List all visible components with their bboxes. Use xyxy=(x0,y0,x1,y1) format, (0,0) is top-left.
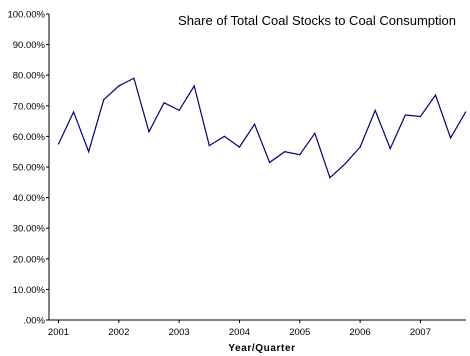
y-tick-label: 10.00% xyxy=(13,285,46,296)
data-point-2004Q3 xyxy=(269,161,271,164)
x-tick-label: 2004 xyxy=(229,327,250,338)
data-point-2005Q2 xyxy=(314,132,316,134)
data-point-2002Q3 xyxy=(148,131,150,133)
data-point-2002Q4 xyxy=(163,102,165,104)
y-axis-ticks: .00% 10.00% 20.00% 30.00% 40.00% 50.00% 60.00%… xyxy=(7,10,49,327)
data-point-2005Q1 xyxy=(299,154,301,156)
x-tick-label: 2006 xyxy=(350,327,371,338)
series-points xyxy=(57,77,467,179)
data-point-2001Q4 xyxy=(103,99,105,101)
data-point-2003Q2 xyxy=(193,85,195,87)
y-tick-label: 80.00% xyxy=(13,71,46,82)
x-tick-label: 2005 xyxy=(289,327,310,338)
y-tick-label: .00% xyxy=(23,316,45,327)
x-tick-label: 2007 xyxy=(410,327,431,338)
data-point-2004Q2 xyxy=(253,123,256,125)
data-point-2005Q4 xyxy=(344,163,346,165)
data-point-2006Q2 xyxy=(374,109,376,111)
data-point-2006Q1 xyxy=(359,146,361,148)
data-point-2002Q1 xyxy=(118,85,120,87)
data-point-2006Q4 xyxy=(404,114,406,116)
data-point-2003Q3 xyxy=(208,144,210,147)
x-tick-label: 2003 xyxy=(169,327,190,338)
data-point-2006Q3 xyxy=(389,148,391,150)
chart-title: Share of Total Coal Stocks to Coal Consu… xyxy=(178,13,456,28)
data-point-2007Q4 xyxy=(465,111,467,113)
y-tick-label: 50.00% xyxy=(13,163,46,174)
y-tick-label: 40.00% xyxy=(13,193,46,204)
data-point-2002Q2 xyxy=(133,77,135,79)
y-tick-label: 60.00% xyxy=(13,132,46,143)
data-point-2003Q4 xyxy=(223,135,225,137)
data-point-2007Q3 xyxy=(449,137,452,139)
y-tick-label: 30.00% xyxy=(13,224,46,235)
data-point-2007Q2 xyxy=(434,94,437,96)
x-axis-title: Year/Quarter xyxy=(228,343,295,354)
data-point-2003Q1 xyxy=(178,109,180,111)
y-tick-label: 70.00% xyxy=(13,101,46,112)
y-tick-label: 20.00% xyxy=(13,254,46,265)
data-point-2007Q1 xyxy=(419,115,422,118)
data-point-2001Q3 xyxy=(88,151,90,153)
x-tick-label: 2001 xyxy=(48,327,69,338)
data-point-2001Q1 xyxy=(57,143,60,145)
data-point-2001Q2 xyxy=(72,111,75,113)
x-axis-ticks: 2001 2002 2003 2004 2005 2006 2007 xyxy=(48,320,431,338)
y-tick-label: 100.00% xyxy=(7,10,45,21)
data-point-2004Q1 xyxy=(238,146,241,148)
data-point-2004Q4 xyxy=(284,151,286,153)
series-line xyxy=(57,77,467,179)
data-point-2005Q3 xyxy=(329,177,331,179)
x-tick-label: 2002 xyxy=(108,327,129,338)
y-tick-label: 90.00% xyxy=(13,40,46,51)
